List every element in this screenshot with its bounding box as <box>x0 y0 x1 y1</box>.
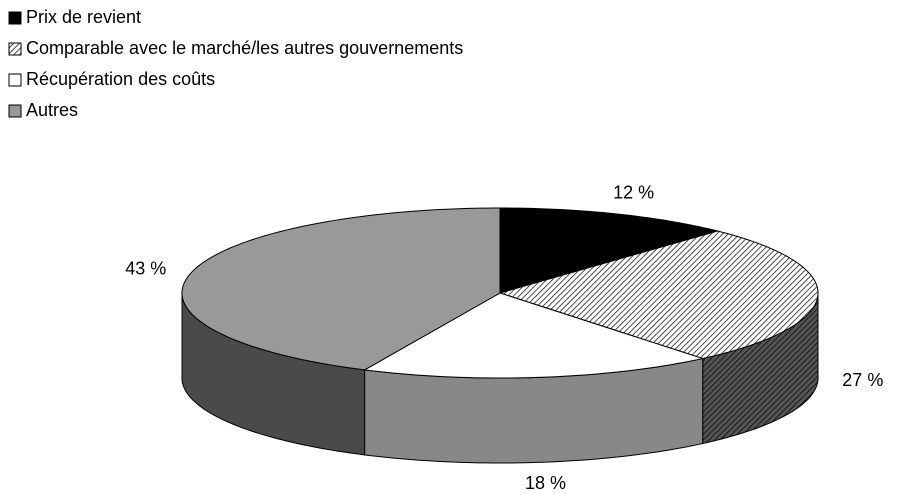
legend-swatch <box>8 104 22 118</box>
slice <box>363 292 705 379</box>
data-label: 43 % <box>125 258 166 278</box>
data-label: 27 % <box>842 370 883 390</box>
legend-label: Prix de revient <box>26 7 141 27</box>
slice <box>499 207 720 294</box>
legend-label: Récupération des coûts <box>26 69 215 89</box>
legend-label: Autres <box>26 100 78 120</box>
legend-swatch <box>8 73 22 87</box>
slice <box>498 230 819 360</box>
slice <box>181 207 501 371</box>
data-label: 18 % <box>525 473 566 493</box>
legend-label: Comparable avec le marché/les autres gou… <box>26 38 463 58</box>
legend-swatch <box>8 42 22 56</box>
data-label: 12 % <box>613 182 654 202</box>
legend-swatch <box>8 11 22 25</box>
